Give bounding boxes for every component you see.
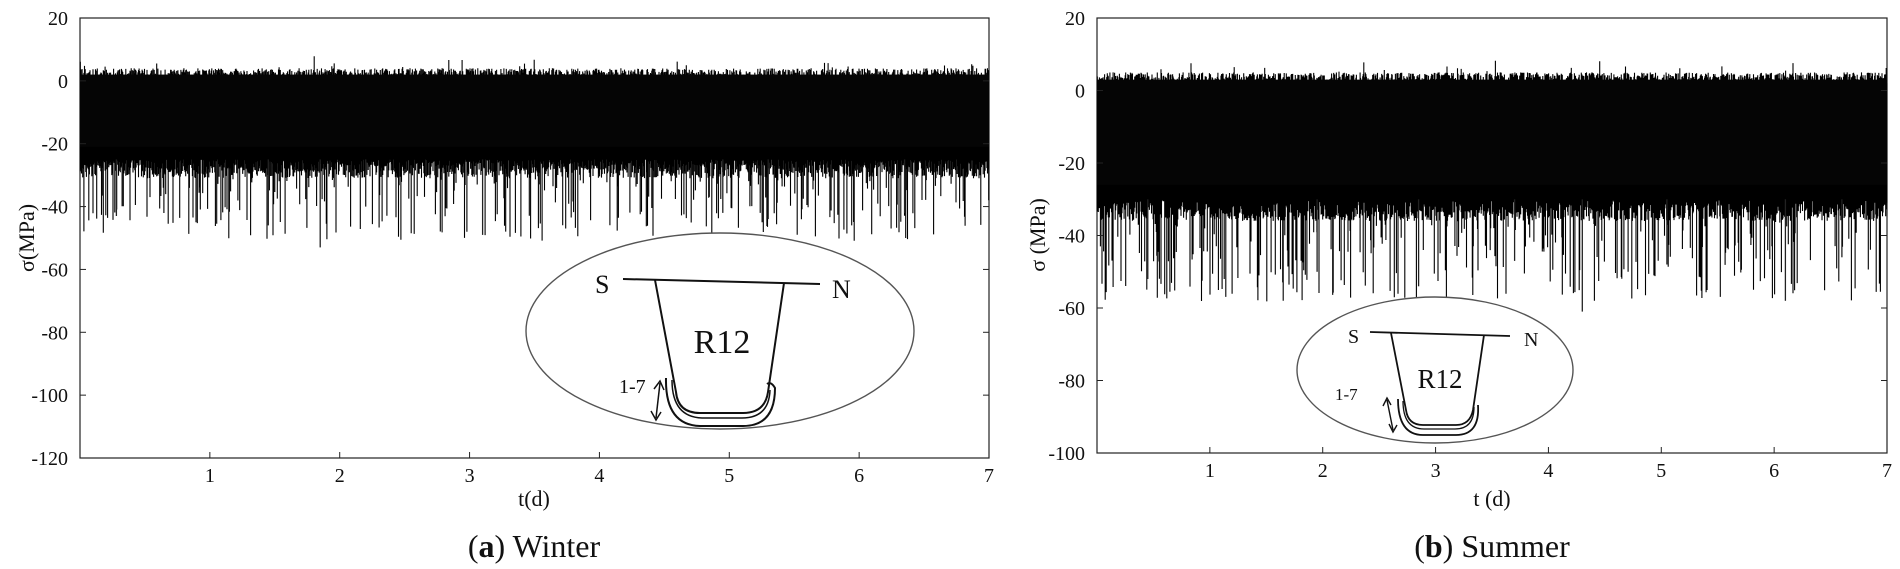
y-tick-label: -20: [1058, 153, 1085, 175]
y-tick-label: -80: [1058, 371, 1085, 393]
panel-caption: (a) Winter: [468, 528, 601, 564]
y-tick-label: -60: [1058, 298, 1085, 320]
x-tick-label: 4: [1543, 460, 1553, 482]
y-tick-label: 0: [58, 71, 68, 93]
weld-inner: [1402, 400, 1475, 430]
y-tick-label: -80: [41, 322, 68, 344]
caption-season: Summer: [1453, 528, 1570, 564]
x-tick-label: 4: [594, 465, 604, 487]
y-axis-label: σ(MPa): [14, 204, 39, 272]
inset-label-rib: R12: [1417, 364, 1462, 394]
x-axis-label: t (d): [1473, 486, 1510, 511]
plot-frame: [79, 17, 990, 459]
spike-marks-summer: [1147, 199, 1843, 312]
x-tick-label: 3: [465, 465, 475, 487]
range-arrow-head-bottom: [650, 410, 662, 422]
x-tick-label: 6: [1769, 460, 1779, 482]
x-tick-label: 1: [205, 465, 215, 487]
stress-signal-summer: [1096, 60, 1888, 302]
x-tick-label: 2: [1318, 460, 1328, 482]
deck-line: [1369, 331, 1511, 337]
x-tick-label: 7: [984, 465, 994, 487]
section-inset: S N R12 1-7: [525, 232, 915, 430]
x-tick-label: 1: [1205, 460, 1215, 482]
inset-label-range: 1-7: [619, 376, 646, 398]
y-axis-ticks: 20 0 -20 -40 -60 -80 -100: [1048, 8, 1887, 465]
range-arrow-head-bottom: [1388, 423, 1398, 434]
x-axis-label: t(d): [518, 486, 550, 511]
signal-core-band: [80, 74, 989, 147]
caption-letter: b: [1425, 528, 1443, 564]
inset-label-south: S: [1348, 326, 1359, 348]
x-axis-ticks: 1 2 3 4 5 6 7: [205, 452, 994, 487]
inset-label-north: N: [1524, 329, 1538, 351]
spike-marks-winter: [115, 159, 906, 248]
range-arrow: [655, 382, 661, 419]
caption-letter: a: [479, 528, 495, 564]
deck-line: [622, 278, 821, 285]
y-tick-label: -60: [41, 259, 68, 281]
x-tick-label: 5: [724, 465, 734, 487]
panel-summer: 20 0 -20 -40 -60 -80 -100 1 2 3 4 5 6 7 t (d) σ (MPa…: [1025, 8, 1892, 564]
inset-label-range: 1-7: [1335, 385, 1358, 404]
x-tick-label: 6: [854, 465, 864, 487]
x-tick-label: 5: [1656, 460, 1666, 482]
y-axis-label: σ (MPa): [1025, 198, 1050, 272]
y-tick-label: -40: [1058, 226, 1085, 248]
y-tick-label: -120: [31, 448, 68, 470]
y-tick-label: 20: [48, 8, 68, 30]
y-tick-label: 0: [1075, 81, 1085, 103]
y-tick-label: -40: [41, 197, 68, 219]
weld-inner: [671, 379, 771, 419]
inset-ellipse: [525, 232, 915, 430]
x-axis-ticks: 1 2 3 4 5 6 7: [1205, 447, 1892, 482]
y-tick-label: -100: [31, 385, 68, 407]
y-tick-label: -20: [41, 134, 68, 156]
y-tick-label: -100: [1048, 443, 1085, 465]
rib-outline: [654, 279, 785, 414]
y-axis-ticks: 20 0 -20 -40 -60 -80 -100 -120: [31, 8, 989, 470]
inset-ellipse: [1296, 296, 1574, 444]
y-tick-label: 20: [1065, 8, 1085, 30]
panel-winter: 20 0 -20 -40 -60 -80 -100 -120 1 2 3 4 5 6 7 t(d) σ(M…: [14, 8, 994, 564]
panel-caption: (b) Summer: [1414, 528, 1570, 564]
section-inset: S N R12 1-7: [1296, 296, 1574, 444]
rib-outline: [1390, 332, 1485, 426]
weld-outline: [1397, 398, 1479, 436]
weld-outline: [664, 377, 777, 427]
range-arrow: [1386, 399, 1394, 431]
x-tick-label: 7: [1882, 460, 1892, 482]
x-tick-label: 3: [1431, 460, 1441, 482]
signal-core-band: [1097, 79, 1887, 185]
range-arrow-head-top: [653, 379, 665, 391]
inset-label-rib: R12: [694, 324, 751, 361]
range-arrow-head-top: [1382, 396, 1392, 407]
inset-label-south: S: [595, 270, 609, 299]
stress-signal-winter: [79, 56, 990, 241]
caption-season: Winter: [505, 528, 600, 564]
x-tick-label: 2: [335, 465, 345, 487]
inset-label-north: N: [832, 275, 851, 304]
